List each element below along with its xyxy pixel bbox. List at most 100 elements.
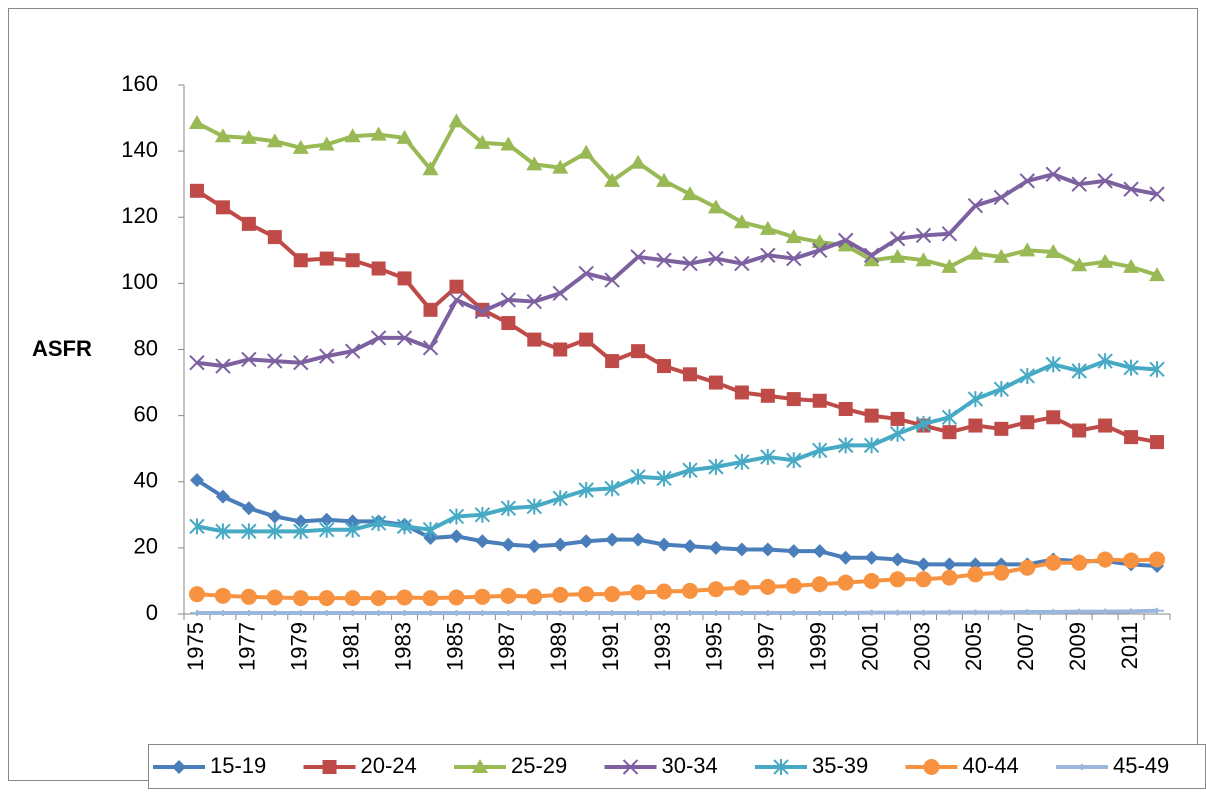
marker — [622, 759, 639, 775]
marker — [449, 529, 464, 544]
marker — [994, 609, 1009, 616]
marker — [1019, 367, 1035, 384]
marker — [923, 759, 940, 775]
marker — [759, 578, 776, 595]
marker — [552, 490, 568, 507]
series — [188, 551, 1166, 607]
marker — [500, 587, 517, 604]
x-tick-label: 2009 — [1065, 622, 1090, 671]
marker — [734, 385, 749, 400]
marker — [293, 355, 309, 371]
marker — [993, 248, 1010, 263]
marker — [604, 172, 621, 187]
y-tick-label: 0 — [146, 600, 158, 625]
marker — [345, 610, 360, 617]
marker — [188, 115, 205, 130]
marker — [319, 610, 334, 617]
marker — [890, 411, 905, 426]
marker — [786, 452, 802, 469]
marker — [293, 523, 309, 540]
marker — [812, 610, 827, 617]
marker — [448, 589, 465, 606]
marker — [292, 590, 309, 607]
marker — [319, 512, 334, 527]
y-tick-label: 100 — [121, 269, 158, 294]
marker — [267, 509, 282, 524]
marker — [967, 566, 984, 583]
marker — [682, 367, 697, 382]
marker — [371, 261, 386, 276]
marker — [1150, 435, 1165, 450]
marker — [578, 265, 594, 282]
marker — [993, 381, 1010, 398]
marker — [863, 572, 880, 589]
marker — [172, 760, 186, 774]
marker — [682, 462, 698, 479]
legend-label: 25-29 — [511, 753, 567, 778]
y-tick-label: 160 — [121, 71, 158, 96]
marker — [837, 437, 854, 454]
marker — [241, 501, 256, 516]
marker — [682, 610, 697, 617]
series — [189, 183, 1165, 450]
marker — [1097, 353, 1113, 370]
x-tick-label: 1989 — [546, 622, 571, 671]
marker — [734, 255, 750, 272]
marker — [397, 271, 412, 286]
y-tick-label: 40 — [134, 468, 158, 493]
legend-label: 30-34 — [662, 753, 718, 778]
marker — [760, 448, 776, 465]
marker — [1020, 609, 1035, 616]
marker — [293, 610, 308, 617]
marker — [345, 253, 360, 268]
marker — [656, 172, 673, 187]
marker — [1019, 559, 1036, 576]
marker — [319, 251, 334, 266]
marker — [1150, 607, 1165, 614]
marker — [760, 247, 776, 263]
marker — [266, 589, 283, 606]
x-tick-label: 2003 — [909, 622, 934, 671]
marker — [241, 351, 257, 368]
x-tick-label: 2007 — [1013, 622, 1038, 671]
marker — [941, 226, 958, 242]
marker — [1149, 551, 1166, 568]
marker — [215, 610, 230, 617]
marker — [812, 442, 828, 459]
marker — [707, 581, 724, 598]
series-line — [196, 119, 1158, 278]
marker — [370, 126, 387, 141]
legend-label: 20-24 — [361, 753, 417, 778]
marker — [189, 518, 205, 535]
x-tick-label: 1987 — [494, 622, 519, 671]
marker — [1045, 166, 1061, 182]
marker — [889, 231, 906, 247]
marker — [631, 610, 646, 617]
x-tick-label: 2011 — [1117, 622, 1142, 669]
marker — [733, 579, 750, 596]
marker — [1071, 362, 1087, 379]
series-line — [195, 189, 1158, 445]
marker — [215, 489, 230, 504]
marker — [708, 458, 724, 475]
marker — [681, 582, 698, 599]
marker — [1046, 410, 1061, 425]
marker — [527, 332, 542, 347]
marker — [916, 609, 931, 616]
series-line — [196, 359, 1158, 534]
marker — [942, 425, 957, 440]
marker — [396, 518, 413, 535]
marker — [527, 539, 542, 554]
marker — [993, 189, 1010, 206]
marker — [708, 250, 724, 267]
marker — [889, 571, 906, 588]
marker — [631, 532, 646, 547]
marker — [474, 303, 491, 320]
marker — [1124, 430, 1139, 445]
marker — [500, 136, 517, 151]
marker — [1149, 267, 1166, 282]
marker — [423, 302, 438, 317]
marker — [915, 227, 932, 244]
marker — [449, 279, 464, 294]
marker — [501, 316, 516, 331]
